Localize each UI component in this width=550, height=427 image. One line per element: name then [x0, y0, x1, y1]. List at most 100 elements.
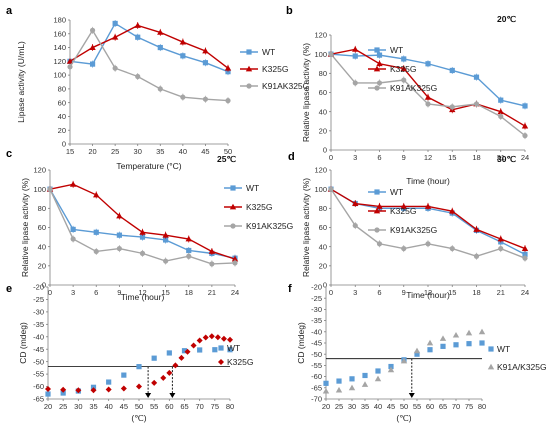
legend-label: WT — [227, 343, 240, 353]
data-point — [45, 391, 51, 397]
panel-label: b — [286, 5, 293, 17]
series-line — [49, 188, 236, 259]
legend-label: K325G — [262, 64, 288, 74]
data-point — [387, 366, 395, 373]
legend-marker — [230, 223, 236, 229]
legend-marker — [218, 345, 224, 351]
x-tick-label: 15 — [448, 288, 456, 297]
x-axis-label: (℃) — [396, 413, 411, 423]
data-point — [120, 385, 127, 392]
y-tick-label: -55 — [311, 361, 322, 370]
y-tick-label: 20 — [38, 261, 46, 270]
data-point — [202, 96, 209, 102]
data-point — [413, 347, 421, 354]
data-point — [179, 38, 187, 45]
y-tick-label: 60 — [319, 223, 327, 232]
legend-marker — [488, 346, 494, 352]
y-tick-label: -30 — [33, 307, 44, 316]
y-tick-label: 120 — [53, 57, 66, 66]
data-point — [157, 29, 164, 35]
legend-marker — [218, 359, 224, 365]
y-tick-label: -45 — [311, 339, 322, 348]
data-point — [425, 61, 431, 67]
series-wt — [323, 340, 485, 386]
x-tick-label: 0 — [329, 288, 333, 297]
data-point — [106, 379, 112, 385]
data-point — [136, 364, 142, 370]
x-tick-label: 24 — [231, 288, 239, 297]
y-axis-label: Relative lipase activity (%) — [301, 43, 311, 142]
series-line — [49, 183, 236, 260]
y-tick-label: 40 — [319, 107, 327, 116]
x-axis-label: Temperature (°C) — [116, 161, 181, 171]
x-tick-label: 20 — [44, 402, 52, 411]
y-tick-label: 0 — [323, 281, 327, 290]
data-point — [116, 232, 122, 238]
y-tick-label: -50 — [33, 357, 44, 366]
legend-marker — [230, 185, 236, 191]
x-tick-label: 0 — [329, 153, 333, 162]
data-point — [93, 248, 99, 255]
data-point — [362, 372, 368, 379]
y-axis-label: Relative lipase activity (%) — [301, 178, 311, 277]
x-tick-label: 9 — [402, 288, 406, 297]
x-tick-label: 60 — [426, 402, 434, 411]
y-axis-label: Lipase activity (U/mL) — [16, 41, 26, 123]
y-tick-label: 40 — [319, 242, 327, 251]
panel-label: c — [6, 148, 12, 160]
series-line — [69, 28, 229, 102]
y-tick-label: 120 — [314, 166, 327, 175]
data-point — [116, 212, 123, 219]
data-point — [440, 343, 446, 349]
data-point — [388, 363, 394, 370]
x-tick-label: 75 — [465, 402, 473, 411]
y-axis-label: CD (mdeg) — [18, 322, 28, 364]
data-point — [522, 251, 528, 257]
x-tick-label: 18 — [472, 153, 480, 162]
x-tick-label: 70 — [195, 402, 203, 411]
y-tick-label: 20 — [319, 126, 327, 135]
data-point — [163, 258, 169, 264]
y-tick-label: 120 — [314, 31, 327, 40]
x-tick-label: 25 — [111, 147, 119, 156]
series-wt — [328, 51, 528, 110]
series-line — [69, 24, 229, 69]
temperature-annotation: 25℃ — [217, 154, 236, 164]
series-k91ak325g — [47, 186, 238, 268]
data-point — [400, 65, 407, 71]
legend-marker — [245, 65, 253, 72]
data-point — [374, 375, 382, 382]
data-point — [151, 379, 158, 386]
data-point — [425, 241, 431, 247]
legend: WT K91A/K325G — [487, 344, 547, 372]
data-point — [186, 253, 192, 259]
data-point — [184, 348, 191, 355]
x-tick-label: 25 — [59, 402, 67, 411]
data-point — [361, 381, 369, 387]
legend-label: K91AK325G — [390, 225, 437, 235]
data-point — [400, 203, 407, 209]
y-tick-label: 0 — [42, 281, 46, 290]
y-tick-label: -60 — [311, 372, 322, 381]
y-tick-label: -65 — [33, 395, 44, 404]
x-tick-label: 35 — [89, 402, 97, 411]
legend-label: K91AK325G — [390, 83, 437, 93]
legend-marker — [246, 83, 252, 89]
data-point — [66, 58, 74, 64]
x-tick-label: 40 — [179, 147, 187, 156]
legend-marker — [374, 189, 380, 195]
data-point — [328, 51, 334, 57]
y-tick-label: -50 — [311, 350, 322, 359]
data-point — [111, 34, 119, 40]
data-point — [497, 235, 504, 242]
panel-label: a — [6, 5, 13, 17]
data-point — [352, 200, 359, 206]
data-point — [473, 253, 480, 259]
data-point — [190, 342, 197, 349]
data-point — [172, 362, 179, 369]
y-tick-label: 80 — [319, 204, 327, 213]
data-point — [426, 339, 434, 346]
